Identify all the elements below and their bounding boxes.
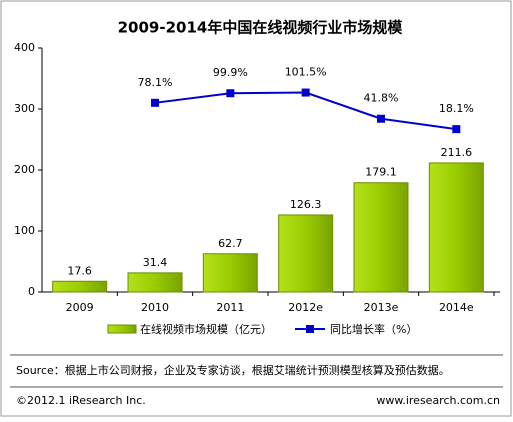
line-marker — [301, 88, 310, 97]
line-marker — [377, 114, 385, 123]
legend-swatch — [306, 325, 314, 333]
y-tick-label: 100 — [14, 224, 35, 237]
bar-label: 126.3 — [290, 198, 322, 211]
copyright: ©2012.1 iResearch Inc. — [16, 394, 146, 407]
website: www.iresearch.com.cn — [376, 394, 500, 407]
bar — [127, 272, 183, 293]
line-label: 41.8% — [364, 92, 399, 105]
legend-label: 同比增长率（%） — [330, 322, 417, 336]
bar-label: 62.7 — [218, 237, 243, 250]
bar-label: 179.1 — [365, 166, 397, 179]
line-label: 101.5% — [285, 66, 327, 79]
chart-title: 2009-2014年中国在线视频行业市场规模 — [118, 19, 404, 37]
x-tick-label: 2010 — [141, 301, 169, 314]
bar — [52, 280, 108, 293]
y-tick-label: 400 — [14, 41, 35, 54]
bar — [428, 162, 484, 293]
bar — [202, 253, 258, 293]
y-tick-label: 200 — [14, 163, 35, 176]
bar — [353, 182, 409, 293]
bar-label: 17.6 — [67, 264, 92, 277]
x-tick-label: 2013e — [364, 301, 399, 314]
x-tick-label: 2014e — [439, 301, 474, 314]
legend-label: 在线视频市场规模（亿元） — [140, 322, 272, 336]
source: Source：根据上市公司财报，企业及专家访谈，根据艾瑞统计预测模型核算及预估数… — [16, 363, 450, 377]
line-marker — [452, 125, 461, 134]
y-tick-label: 300 — [14, 102, 35, 115]
line-label: 78.1% — [138, 76, 173, 89]
x-tick-label: 2012e — [288, 301, 323, 314]
y-tick-label: 0 — [28, 285, 35, 298]
line-marker — [226, 89, 235, 98]
line-marker — [151, 98, 159, 107]
bar-label: 31.4 — [143, 256, 168, 269]
bar — [278, 214, 334, 293]
x-tick-label: 2009 — [66, 301, 94, 314]
bar-label: 211.6 — [441, 146, 473, 159]
legend-swatch — [107, 324, 137, 334]
line-label: 99.9% — [213, 66, 248, 79]
x-tick-label: 2011 — [216, 301, 244, 314]
line-label: 18.1% — [439, 102, 474, 115]
